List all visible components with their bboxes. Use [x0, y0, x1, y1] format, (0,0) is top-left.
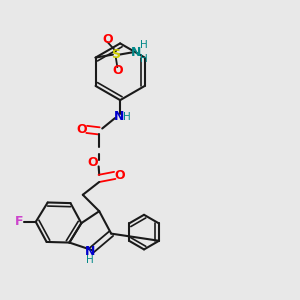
Text: S: S — [111, 48, 120, 61]
Text: H: H — [140, 40, 148, 50]
Text: O: O — [87, 156, 98, 169]
Text: O: O — [115, 169, 125, 182]
Text: N: N — [131, 46, 141, 59]
Text: H: H — [123, 112, 131, 122]
Text: O: O — [102, 33, 113, 46]
Text: F: F — [15, 215, 23, 228]
Text: H: H — [140, 54, 148, 64]
Text: N: N — [85, 245, 95, 258]
Text: N: N — [113, 110, 124, 123]
Text: H: H — [86, 255, 94, 265]
Text: O: O — [76, 123, 87, 136]
Text: O: O — [112, 64, 123, 76]
